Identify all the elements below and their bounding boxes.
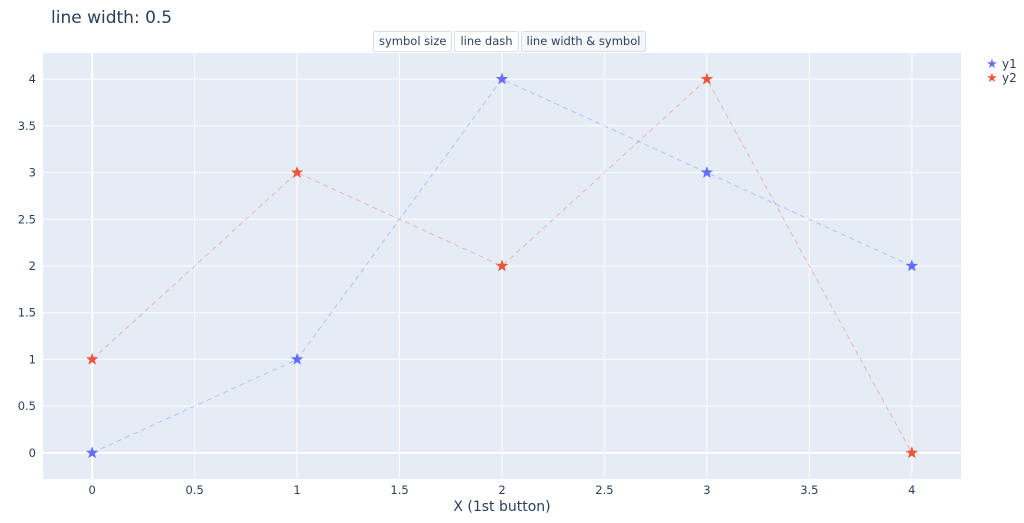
legend-label: y1 <box>1002 57 1017 71</box>
x-tick-label: 1 <box>293 483 300 497</box>
x-tick-label: 1.5 <box>390 483 408 497</box>
data-series <box>86 72 918 459</box>
y-tick-label: 4 <box>29 72 36 86</box>
star-marker-y1[interactable] <box>495 72 509 85</box>
star-marker-y1[interactable] <box>700 166 714 178</box>
x-tick-label: 2 <box>498 483 505 497</box>
update-menu: symbol size line dash line width & symbo… <box>373 31 647 52</box>
star-marker-y2[interactable] <box>905 446 918 459</box>
star-marker-y2[interactable] <box>86 352 99 365</box>
y-axis-ticks: 0 0.5 1 1.5 2 2.5 3 3.5 4 <box>18 72 36 460</box>
legend: ★ y1 ★ y2 <box>984 57 1017 85</box>
x-tick-label: 0 <box>89 483 96 497</box>
chart-title: line width: 0.5 <box>51 8 173 28</box>
y-tick-label: 1.5 <box>18 306 36 320</box>
star-marker-y2[interactable] <box>700 72 714 85</box>
x-axis-ticks: 0 0.5 1 1.5 2 2.5 3 3.5 4 <box>89 483 916 497</box>
legend-item-y1[interactable]: ★ y1 <box>984 57 1017 71</box>
star-marker-y1[interactable] <box>86 446 99 459</box>
gridlines <box>43 53 961 479</box>
series-line-y2 <box>91 78 913 453</box>
y-tick-label: 2 <box>29 259 36 273</box>
line-dash-button[interactable]: line dash <box>454 31 519 52</box>
y-tick-label: 0.5 <box>18 399 36 413</box>
y-tick-label: 3 <box>29 166 36 180</box>
x-tick-label: 3.5 <box>800 483 818 497</box>
y-tick-label: 0 <box>29 446 36 460</box>
x-tick-label: 0.5 <box>185 483 203 497</box>
star-marker-y2[interactable] <box>290 166 304 178</box>
star-marker-y1[interactable] <box>290 352 304 365</box>
x-tick-label: 3 <box>703 483 710 497</box>
y-tick-label: 1 <box>29 352 36 366</box>
legend-label: y2 <box>1002 71 1017 85</box>
star-icon: ★ <box>986 70 998 86</box>
star-marker-y1[interactable] <box>905 259 918 272</box>
star-icon: ★ <box>986 56 998 72</box>
legend-item-y2[interactable]: ★ y2 <box>984 71 1017 85</box>
y-tick-label: 2.5 <box>18 212 36 226</box>
x-axis-title: X (1st button) <box>453 499 550 515</box>
line-width-symbol-button[interactable]: line width & symbol <box>520 31 647 52</box>
y-tick-label: 3.5 <box>18 119 36 133</box>
x-tick-label: 2.5 <box>595 483 613 497</box>
symbol-size-button[interactable]: symbol size <box>373 31 453 52</box>
star-marker-y2[interactable] <box>495 259 509 272</box>
x-tick-label: 4 <box>908 483 915 497</box>
